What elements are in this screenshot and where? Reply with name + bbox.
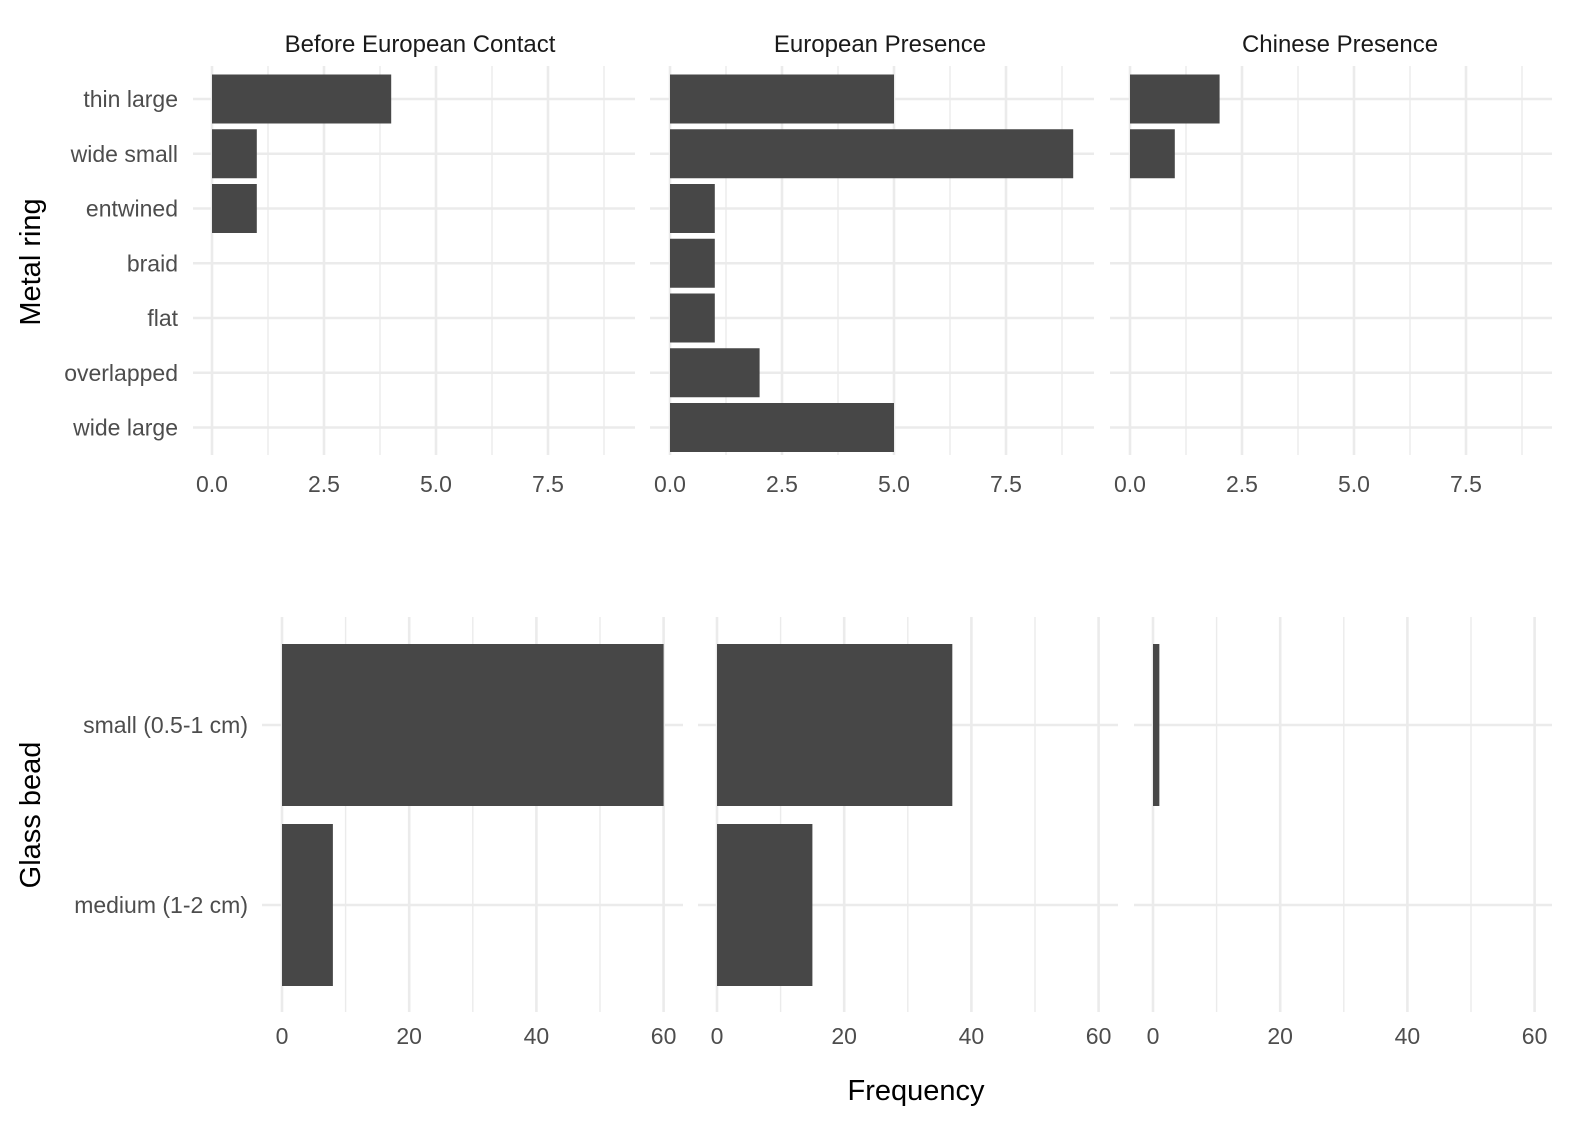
x-tick-label: 40 [524, 1023, 550, 1049]
x-tick-label: 20 [396, 1023, 422, 1049]
bars-layer [212, 74, 1220, 986]
bar-metal-ring-european-presence-entwined [670, 184, 715, 233]
bar-glass-bead-european-presence-medium-1-2-cm [717, 824, 813, 986]
x-tick-label: 20 [831, 1023, 857, 1049]
y-tick-label-small-0-5-1-cm: small (0.5-1 cm) [83, 712, 248, 738]
bar-metal-ring-european-presence-braid [670, 238, 715, 288]
grid-layer [193, 66, 1552, 1012]
x-tick-label: 5.0 [420, 471, 452, 497]
x-tick-label: 40 [959, 1023, 985, 1049]
bar-metal-ring-european-presence-overlapped [670, 348, 760, 398]
bar-metal-ring-european-presence-flat [670, 293, 715, 343]
y-axis-title-glass-bead: Glass bead [15, 742, 47, 889]
x-tick-label: 60 [1086, 1023, 1112, 1049]
bar-glass-bead-european-presence-small-0-5-1-cm [717, 644, 953, 806]
x-tick-label: 0 [711, 1023, 724, 1049]
facet-title-european-presence: European Presence [774, 31, 986, 58]
x-tick-label: 7.5 [990, 471, 1022, 497]
x-tick-label: 60 [651, 1023, 677, 1049]
bar-metal-ring-chinese-presence-thin-large [1130, 74, 1220, 124]
x-tick-label: 7.5 [532, 471, 564, 497]
x-tick-label: 0.0 [1114, 471, 1146, 497]
x-tick-label: 0 [1147, 1023, 1160, 1049]
x-tick-label: 0 [276, 1023, 289, 1049]
text-layer: thin large wide small entwined braid flat ove… [64, 86, 1547, 1049]
y-tick-label-medium-1-2-cm: medium (1-2 cm) [74, 892, 248, 918]
bar-metal-ring-before-european-contact-wide-small [212, 129, 257, 179]
y-axis-title-metal-ring: Metal ring [15, 198, 47, 325]
x-tick-label: 2.5 [766, 471, 798, 497]
x-tick-label: 40 [1395, 1023, 1421, 1049]
bar-metal-ring-european-presence-wide-small [670, 129, 1074, 179]
y-tick-label-wide-large: wide large [72, 415, 178, 441]
x-tick-label: 2.5 [1226, 471, 1258, 497]
bar-metal-ring-before-european-contact-entwined [212, 184, 257, 233]
bar-metal-ring-before-european-contact-thin-large [212, 74, 392, 124]
bar-glass-bead-before-european-contact-small-0-5-1-cm [282, 644, 664, 806]
bar-glass-bead-before-european-contact-medium-1-2-cm [282, 824, 333, 986]
bar-metal-ring-european-presence-thin-large [670, 74, 894, 124]
x-tick-label: 0.0 [654, 471, 686, 497]
bar-metal-ring-european-presence-wide-large [670, 403, 894, 452]
x-tick-label: 5.0 [878, 471, 910, 497]
bar-glass-bead-chinese-presence-small-0-5-1-cm [1153, 644, 1160, 806]
bar-metal-ring-chinese-presence-wide-small [1130, 129, 1175, 179]
x-tick-label: 60 [1522, 1023, 1548, 1049]
x-tick-label: 2.5 [308, 471, 340, 497]
x-tick-label: 0.0 [196, 471, 228, 497]
y-tick-label-wide-small: wide small [70, 141, 178, 167]
facet-title-before-european-contact: Before European Contact [285, 31, 556, 58]
x-axis-title: Frequency [847, 1075, 985, 1107]
x-tick-label: 7.5 [1450, 471, 1482, 497]
y-tick-label-entwined: entwined [86, 196, 178, 222]
y-tick-label-thin-large: thin large [83, 86, 178, 112]
y-tick-label-flat: flat [147, 305, 178, 331]
y-tick-label-overlapped: overlapped [64, 360, 178, 386]
x-tick-label: 5.0 [1338, 471, 1370, 497]
facet-title-chinese-presence: Chinese Presence [1242, 31, 1438, 58]
y-tick-label-braid: braid [127, 250, 178, 276]
x-tick-label: 20 [1267, 1023, 1293, 1049]
